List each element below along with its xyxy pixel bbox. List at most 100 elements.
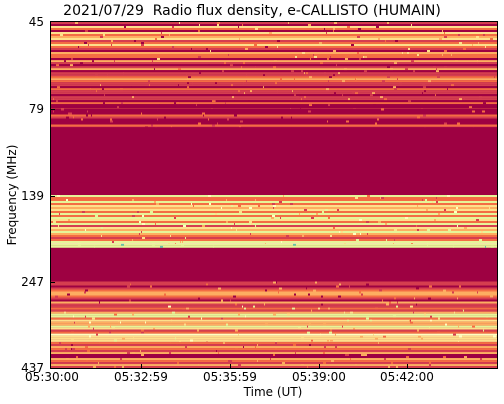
heatmap-cell bbox=[230, 360, 232, 363]
heatmap-cell bbox=[103, 102, 105, 105]
heatmap-cell bbox=[51, 305, 497, 308]
heatmap-cell bbox=[438, 317, 440, 320]
heatmap-cell bbox=[255, 225, 256, 227]
heatmap-cell bbox=[325, 209, 328, 211]
heatmap-cell bbox=[139, 233, 140, 235]
heatmap-cell bbox=[51, 46, 497, 48]
heatmap-cell bbox=[315, 281, 317, 284]
heatmap-cell bbox=[463, 48, 466, 50]
heatmap-cell bbox=[375, 122, 377, 125]
heatmap-cell bbox=[210, 50, 211, 52]
heatmap-cell bbox=[155, 38, 157, 40]
heatmap-cell bbox=[393, 243, 394, 244]
heatmap-cell bbox=[416, 225, 417, 227]
heatmap-cell bbox=[99, 301, 100, 304]
heatmap-cell bbox=[238, 333, 239, 336]
heatmap-cell bbox=[234, 201, 236, 203]
heatmap-cell bbox=[51, 243, 497, 244]
heatmap-cell bbox=[427, 215, 428, 217]
heatmap-cell bbox=[51, 86, 497, 89]
heatmap-cell bbox=[334, 22, 337, 24]
heatmap-cell bbox=[157, 58, 160, 60]
heatmap-cell bbox=[154, 201, 156, 203]
heatmap-cell bbox=[61, 108, 64, 111]
heatmap-cell bbox=[71, 344, 73, 347]
heatmap-cell bbox=[478, 42, 479, 44]
heatmap-cell bbox=[213, 245, 214, 248]
heatmap-cell bbox=[236, 229, 237, 231]
heatmap-cell bbox=[51, 235, 497, 237]
heatmap-cell bbox=[209, 203, 211, 205]
heatmap-cell bbox=[491, 245, 494, 248]
heatmap-cell bbox=[143, 237, 145, 239]
heatmap-cell bbox=[429, 327, 430, 330]
heatmap-cell bbox=[218, 352, 219, 355]
heatmap-cell bbox=[308, 24, 311, 26]
heatmap-cell bbox=[411, 108, 414, 111]
heatmap-cell bbox=[389, 301, 391, 304]
heatmap-cell bbox=[417, 116, 420, 119]
heatmap-cell bbox=[127, 352, 130, 355]
heatmap-cell bbox=[125, 237, 126, 239]
heatmap-cell bbox=[51, 68, 497, 71]
heatmap-cell bbox=[324, 346, 326, 349]
heatmap-cell bbox=[320, 62, 323, 65]
heatmap-cell bbox=[51, 315, 497, 318]
heatmap-cell bbox=[216, 350, 217, 353]
heatmap-cell bbox=[51, 102, 497, 105]
heatmap-cell bbox=[51, 38, 497, 40]
heatmap-cell bbox=[133, 108, 135, 111]
heatmap-cell bbox=[51, 350, 497, 353]
heatmap-cell bbox=[417, 229, 419, 231]
heatmap-cell bbox=[85, 229, 86, 231]
heatmap-cell bbox=[150, 211, 153, 213]
heatmap-cell bbox=[51, 76, 497, 79]
heatmap-cell bbox=[455, 108, 457, 111]
heatmap-cell bbox=[443, 356, 446, 359]
heatmap-cell bbox=[457, 297, 458, 300]
heatmap-cell bbox=[323, 323, 326, 326]
heatmap-cell bbox=[122, 366, 124, 368]
heatmap-cell bbox=[99, 342, 100, 345]
heatmap-cell bbox=[416, 303, 417, 306]
heatmap-cell bbox=[51, 223, 497, 225]
heatmap-cell bbox=[252, 356, 255, 359]
heatmap-cell bbox=[131, 86, 132, 89]
heatmap-cell bbox=[304, 72, 305, 75]
heatmap-cell bbox=[357, 52, 359, 54]
heatmap-cell bbox=[480, 358, 482, 361]
heatmap-cell bbox=[153, 327, 155, 330]
heatmap-cell bbox=[51, 364, 497, 367]
heatmap-cell bbox=[476, 219, 479, 221]
heatmap-cell bbox=[53, 98, 54, 101]
heatmap-cell bbox=[51, 299, 497, 302]
heatmap-cell bbox=[472, 110, 475, 113]
heatmap-cell bbox=[273, 354, 275, 357]
heatmap-cell bbox=[428, 297, 431, 300]
heatmap-cell bbox=[454, 311, 455, 314]
heatmap-cell bbox=[339, 283, 341, 286]
heatmap-cell bbox=[263, 74, 265, 77]
heatmap-cell bbox=[51, 233, 497, 235]
heatmap-cell bbox=[100, 36, 103, 38]
heatmap-cell bbox=[378, 342, 379, 345]
heatmap-cell bbox=[345, 354, 347, 357]
heatmap-cell bbox=[230, 64, 233, 67]
heatmap-cell bbox=[51, 56, 497, 58]
heatmap-cell bbox=[436, 201, 438, 203]
heatmap-cell bbox=[278, 106, 281, 109]
heatmap-cell bbox=[60, 34, 63, 36]
heatmap-cell bbox=[464, 356, 467, 359]
heatmap-cell bbox=[460, 106, 463, 109]
heatmap-cell bbox=[51, 289, 497, 292]
heatmap-cell bbox=[323, 362, 326, 365]
heatmap-cell bbox=[111, 44, 112, 46]
heatmap-cell bbox=[337, 112, 339, 115]
heatmap-cell bbox=[479, 239, 482, 241]
heatmap-cell bbox=[71, 348, 72, 351]
heatmap-cell bbox=[281, 241, 282, 243]
y-tick-label: 45 bbox=[28, 15, 44, 29]
heatmap-cell bbox=[101, 235, 102, 237]
heatmap-cell bbox=[51, 241, 497, 243]
